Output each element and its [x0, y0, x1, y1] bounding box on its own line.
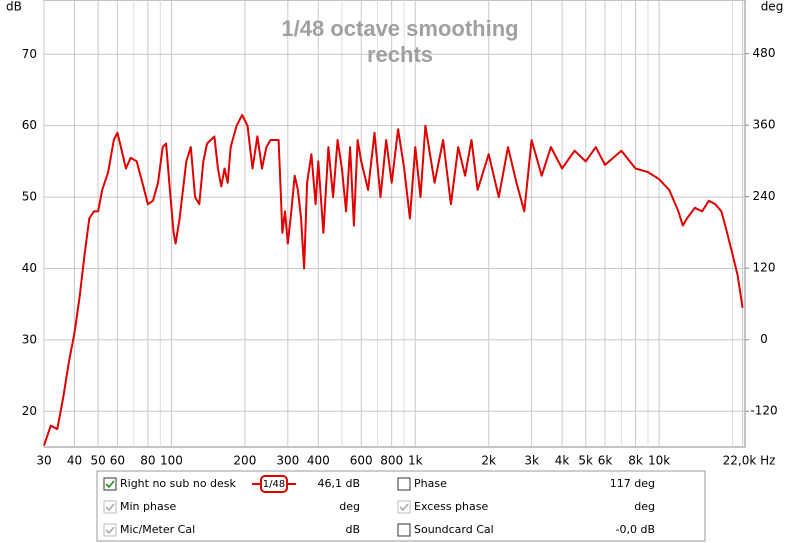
- smoothing-label: 1/48: [263, 479, 285, 490]
- legend-name: Min phase: [120, 500, 176, 513]
- x-tick-label: 600: [350, 454, 373, 468]
- x-tick-label: 400: [307, 454, 330, 468]
- checkbox-check: [399, 503, 409, 512]
- y-tick-label: 50: [22, 190, 37, 204]
- x-tick-label: 1k: [408, 454, 423, 468]
- legend-name: Excess phase: [414, 500, 488, 513]
- plot-area: [43, 0, 746, 448]
- x-tick-label: 200: [233, 454, 256, 468]
- y-tick-label: 70: [22, 47, 37, 61]
- checkbox[interactable]: [103, 500, 117, 514]
- series-line: [43, 114, 744, 446]
- x-tick-label: 22,0k Hz: [723, 454, 776, 468]
- legend-name: Right no sub no desk: [120, 477, 237, 490]
- x-tick-label: 6k: [598, 454, 613, 468]
- y-tick-label: 30: [22, 332, 37, 346]
- smoothing-box[interactable]: [260, 475, 288, 493]
- checkbox-check: [105, 480, 115, 489]
- x-tick-label: 300: [276, 454, 299, 468]
- checkbox-check: [105, 526, 115, 535]
- x-tick-label: 10k: [648, 454, 670, 468]
- y-axis-unit: dB: [6, 0, 22, 14]
- x-tick-label: 4k: [555, 454, 570, 468]
- legend-value: deg: [339, 500, 360, 513]
- x-tick-label: 50: [90, 454, 105, 468]
- y2-tick-label: 240: [753, 189, 776, 203]
- chart-title: 1/48 octave smoothing: [281, 16, 518, 41]
- x-tick-label: 8k: [628, 454, 643, 468]
- x-tick-label: 3k: [524, 454, 539, 468]
- legend-name: Phase: [414, 477, 447, 490]
- legend-name: Soundcard Cal: [414, 523, 494, 536]
- x-tick-label: 40: [67, 454, 82, 468]
- legend-value: deg: [634, 500, 655, 513]
- x-tick-label: 800: [380, 454, 403, 468]
- y-tick-label: 60: [22, 118, 37, 132]
- x-tick-label: 100: [160, 454, 183, 468]
- checkbox[interactable]: [103, 523, 117, 537]
- checkbox[interactable]: [397, 500, 411, 514]
- y2-tick-label: 480: [753, 46, 776, 60]
- y2-tick-label: 120: [753, 261, 776, 275]
- x-tick-label: 60: [110, 454, 125, 468]
- x-tick-label: 5k: [578, 454, 593, 468]
- y-tick-label: 20: [22, 404, 37, 418]
- y2-axis-unit: deg: [761, 0, 784, 14]
- checkbox[interactable]: [103, 477, 117, 491]
- checkbox[interactable]: [397, 477, 411, 491]
- legend-value: 46,1 dB: [317, 477, 360, 490]
- checkbox[interactable]: [397, 523, 411, 537]
- y2-tick-label: -120: [750, 404, 777, 418]
- y2-tick-label: 0: [760, 332, 768, 346]
- y-tick-label: 40: [22, 261, 37, 275]
- x-tick-label: 30: [36, 454, 51, 468]
- chart-subtitle: rechts: [367, 42, 433, 67]
- legend-value: 117 deg: [610, 477, 655, 490]
- checkbox-check: [105, 503, 115, 512]
- x-tick-label: 2k: [481, 454, 496, 468]
- legend-value: -0,0 dB: [616, 523, 656, 536]
- x-tick-label: 80: [140, 454, 155, 468]
- y2-tick-label: 360: [753, 118, 776, 132]
- legend-name: Mic/Meter Cal: [120, 523, 195, 536]
- legend-value: dB: [345, 523, 360, 536]
